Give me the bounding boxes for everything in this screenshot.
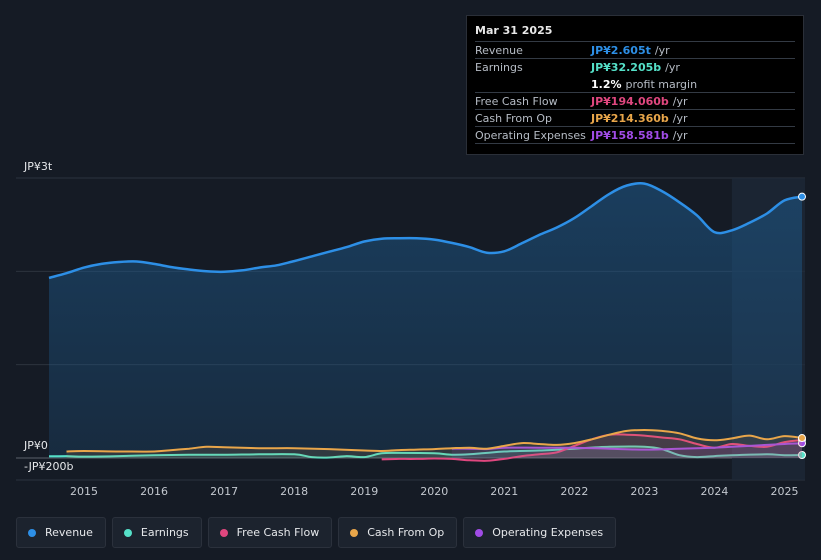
tooltip-label: Revenue	[475, 44, 523, 57]
series-end-marker-earnings	[798, 451, 806, 460]
tooltip-label: Earnings	[475, 61, 523, 74]
tooltip-row-fcf: Free Cash Flow JP¥194.060b /yr	[475, 93, 795, 110]
series-line-earnings	[48, 445, 803, 459]
tooltip-value: JP¥194.060b	[591, 95, 669, 108]
x-tick-label-2017: 2017	[210, 485, 238, 498]
y-axis-label-zero: JP¥0	[23, 439, 48, 452]
x-tick-label-2016: 2016	[140, 485, 168, 498]
x-tick-label-2015: 2015	[70, 485, 98, 498]
tooltip-unit: /yr	[654, 44, 670, 57]
legend-item-operating-expenses[interactable]: Operating Expenses	[463, 517, 617, 548]
legend-label: Earnings	[140, 526, 189, 539]
tooltip-label: Operating Expenses	[475, 129, 586, 142]
legend-label: Cash From Op	[367, 526, 445, 539]
tooltip-date: Mar 31 2025	[475, 22, 795, 42]
tooltip-label	[475, 76, 591, 92]
tooltip-unit: /yr	[672, 129, 688, 142]
chart-legend: Revenue Earnings Free Cash Flow Cash Fro…	[16, 517, 617, 548]
x-tick-label-2023: 2023	[630, 485, 658, 498]
legend-label: Operating Expenses	[492, 526, 604, 539]
tooltip-row-revenue: Revenue JP¥2.605t /yr	[475, 42, 795, 59]
tooltip-row-opex: Operating Expenses JP¥158.581b /yr	[475, 127, 795, 144]
x-tick-label-2019: 2019	[350, 485, 378, 498]
tooltip-label: Free Cash Flow	[475, 95, 558, 108]
tooltip-value: 1.2%	[591, 78, 622, 91]
earnings-revenue-chart: JP¥3t JP¥0 -JP¥200b 2015 2016 2017 2018 2019 202…	[16, 160, 806, 498]
series-area-cfo	[66, 430, 802, 458]
tooltip-unit: /yr	[672, 95, 688, 108]
x-tick-label-2020: 2020	[420, 485, 448, 498]
legend-label: Revenue	[45, 526, 93, 539]
tooltip-value: JP¥214.360b	[591, 112, 669, 125]
legend-item-revenue[interactable]: Revenue	[16, 517, 106, 548]
y-axis-label-bottom: -JP¥200b	[24, 460, 73, 473]
legend-item-earnings[interactable]: Earnings	[111, 517, 202, 548]
legend-dot-icon	[350, 528, 359, 537]
series-area-opex	[451, 443, 802, 458]
tooltip-row-margin: 1.2% profit margin	[475, 76, 795, 93]
legend-dot-icon	[219, 528, 228, 537]
series-area-revenue	[49, 183, 802, 458]
legend-item-free-cash-flow[interactable]: Free Cash Flow	[207, 517, 333, 548]
legend-item-cash-from-op[interactable]: Cash From Op	[338, 517, 458, 548]
x-tick-label-2022: 2022	[560, 485, 588, 498]
legend-dot-icon	[28, 528, 36, 537]
tooltip-value: JP¥2.605t	[591, 44, 651, 57]
tooltip-unit: /yr	[665, 61, 680, 74]
tooltip-value: JP¥32.205b	[591, 61, 662, 74]
legend-dot-icon	[123, 528, 132, 537]
y-axis-label-top: JP¥3t	[23, 160, 53, 173]
x-tick-label-2021: 2021	[490, 485, 518, 498]
series-line-revenue	[48, 182, 803, 280]
tooltip-panel: Mar 31 2025 Revenue JP¥2.605t /yr Earnin…	[466, 15, 804, 155]
tooltip-value: JP¥158.581b	[591, 129, 669, 142]
x-tick-label-2018: 2018	[280, 485, 308, 498]
legend-dot-icon	[475, 528, 484, 537]
x-tick-label-2024: 2024	[700, 485, 728, 498]
x-tick-label-2025: 2025	[770, 485, 798, 498]
tooltip-unit: profit margin	[625, 78, 698, 91]
series-line-cfo	[66, 429, 803, 453]
series-end-marker-revenue	[798, 192, 806, 201]
tooltip-row-cfo: Cash From Op JP¥214.360b /yr	[475, 110, 795, 127]
tooltip-unit: /yr	[672, 112, 688, 125]
legend-label: Free Cash Flow	[236, 526, 320, 539]
tooltip-label: Cash From Op	[475, 112, 553, 125]
tooltip-row-earnings: Earnings JP¥32.205b /yr	[475, 59, 795, 76]
series-end-marker-cfo	[798, 434, 806, 443]
